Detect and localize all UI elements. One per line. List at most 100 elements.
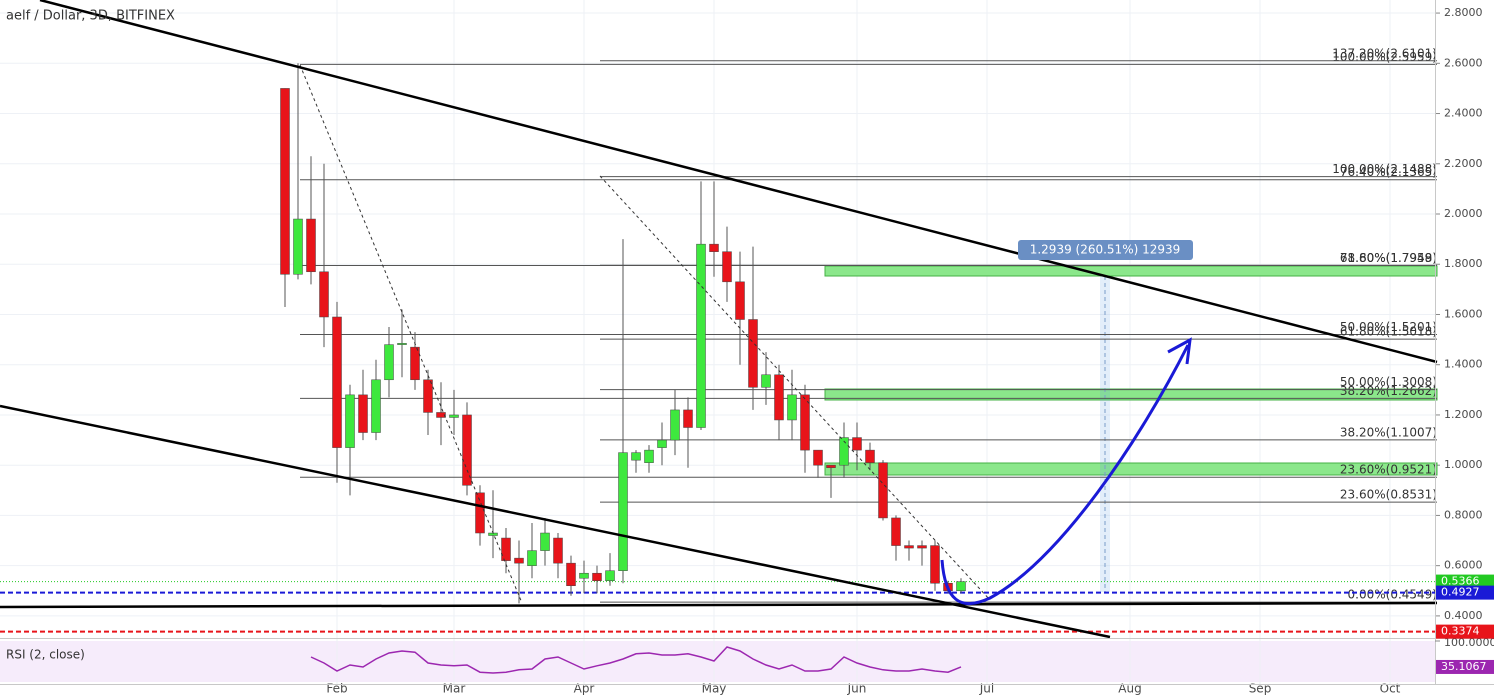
- rsi-badge-label: 35.1067: [1441, 660, 1487, 673]
- candle-body: [748, 319, 758, 388]
- candle-body: [787, 394, 797, 421]
- candle-body: [709, 243, 719, 252]
- fib-label: 78.60%(1.7959): [1340, 251, 1437, 265]
- y-tick-label: 1.4000: [1444, 358, 1483, 371]
- y-tick-label: 2.8000: [1444, 6, 1483, 19]
- candle-body: [826, 464, 836, 468]
- candle-body: [280, 88, 290, 275]
- candle-body: [319, 271, 329, 318]
- y-tick-label: 2.0000: [1444, 207, 1483, 220]
- price-badge-label: 0.4927: [1441, 586, 1480, 599]
- trendline: [0, 601, 1438, 609]
- x-tick-label: Mar: [443, 682, 466, 696]
- candle-body: [878, 462, 888, 519]
- rsi: 100.0000 35.1067: [310, 636, 1494, 674]
- x-tick-label: Jun: [847, 682, 867, 696]
- y-tick-label: 0.6000: [1444, 559, 1483, 572]
- y-tick-label: 1.6000: [1444, 307, 1483, 320]
- rsi-title: RSI (2, close): [6, 648, 85, 662]
- candle-body: [449, 414, 459, 418]
- y-tick-label: 1.8000: [1444, 257, 1483, 270]
- candle-body: [358, 394, 368, 433]
- fib-label: 38.20%(1.2662): [1340, 384, 1437, 398]
- candle-body: [345, 394, 355, 448]
- candle-body: [956, 581, 966, 592]
- candle-body: [423, 379, 433, 413]
- candle-body: [891, 517, 901, 546]
- price-badge-label: 0.3374: [1441, 625, 1480, 638]
- candle-body: [605, 570, 615, 581]
- candle-body: [436, 412, 446, 418]
- candle-body: [657, 439, 667, 448]
- zone: [824, 388, 1438, 401]
- candle-body: [774, 374, 784, 421]
- candle-body: [397, 343, 407, 345]
- candle-body: [696, 243, 706, 428]
- zone: [824, 462, 1438, 476]
- candle-body: [839, 437, 849, 466]
- fib-label: 23.60%(0.8531): [1340, 488, 1437, 502]
- y-tick-label: 2.6000: [1444, 56, 1483, 69]
- candle-body: [579, 572, 589, 579]
- candle-body: [475, 492, 485, 534]
- candle-body: [384, 344, 394, 381]
- price-lines: [0, 581, 1435, 633]
- candle-body: [930, 545, 940, 584]
- measure-label: 1.2939 (260.51%) 12939: [1030, 243, 1181, 257]
- candle-body: [332, 316, 342, 448]
- candle-body: [293, 218, 303, 275]
- candle-body: [865, 449, 875, 463]
- fib-label: 61.80%(1.7948): [1340, 251, 1437, 265]
- candle-body: [306, 218, 316, 273]
- candle-body: [371, 379, 381, 433]
- candle-body: [644, 449, 654, 463]
- fib-label: 137.20%(2.6101): [1332, 46, 1437, 60]
- x-tick-label: Aug: [1118, 682, 1141, 696]
- candle-body: [501, 537, 511, 561]
- candle-body: [553, 537, 563, 564]
- x-tick-label: Sep: [1249, 682, 1272, 696]
- x-tick-label: Apr: [574, 682, 595, 696]
- candle-body: [631, 452, 641, 461]
- price-badge: [1436, 624, 1494, 639]
- candle-body: [410, 346, 420, 381]
- candle-body: [670, 409, 680, 441]
- candle-body: [527, 550, 537, 566]
- trendline: [39, 0, 1438, 364]
- price-badge: [1436, 585, 1494, 600]
- candle-body: [761, 374, 771, 388]
- fib-label: 100.00%(2.1488): [1332, 162, 1437, 176]
- candle-body: [683, 409, 693, 428]
- candle-body: [462, 414, 472, 486]
- price-badge-label: 0.5366: [1441, 575, 1480, 588]
- fib-label: 23.60%(0.9521): [1340, 463, 1437, 477]
- rsi-line: [310, 646, 962, 674]
- candle-body: [800, 394, 810, 451]
- x-tick-label: Jul: [979, 682, 994, 696]
- x-tick-label: Feb: [326, 682, 347, 696]
- fib-diagonal: [299, 64, 523, 604]
- fib-label: 76.40%(2.1365): [1340, 165, 1437, 179]
- candle-body: [735, 281, 745, 320]
- candle-body: [917, 545, 927, 549]
- y-tick-label: 2.2000: [1444, 157, 1483, 170]
- arrow-head: [1167, 337, 1192, 365]
- x-tick-label: May: [702, 682, 727, 696]
- y-tick-label: 1.0000: [1444, 458, 1483, 471]
- fib-levels: 100.00%(2.5959)76.40%(2.1365)61.80%(1.79…: [300, 46, 1437, 603]
- candle-body: [722, 251, 732, 283]
- candle-body: [618, 452, 628, 571]
- fib-label: 50.00%(1.3008): [1340, 375, 1437, 389]
- candle-body: [852, 437, 862, 451]
- x-tick-label: Oct: [1380, 682, 1401, 696]
- fib-label: 50.00%(1.5201): [1340, 320, 1437, 334]
- candle-body: [566, 562, 576, 587]
- chart-title: aelf / Dollar, 3D, BITFINEX: [6, 9, 175, 24]
- rsi-pane: [0, 641, 1435, 682]
- fib-label: 0.00%(0.4549): [1348, 588, 1437, 602]
- candles: [280, 63, 966, 604]
- trendline: [0, 404, 1111, 639]
- candle-body: [592, 572, 602, 581]
